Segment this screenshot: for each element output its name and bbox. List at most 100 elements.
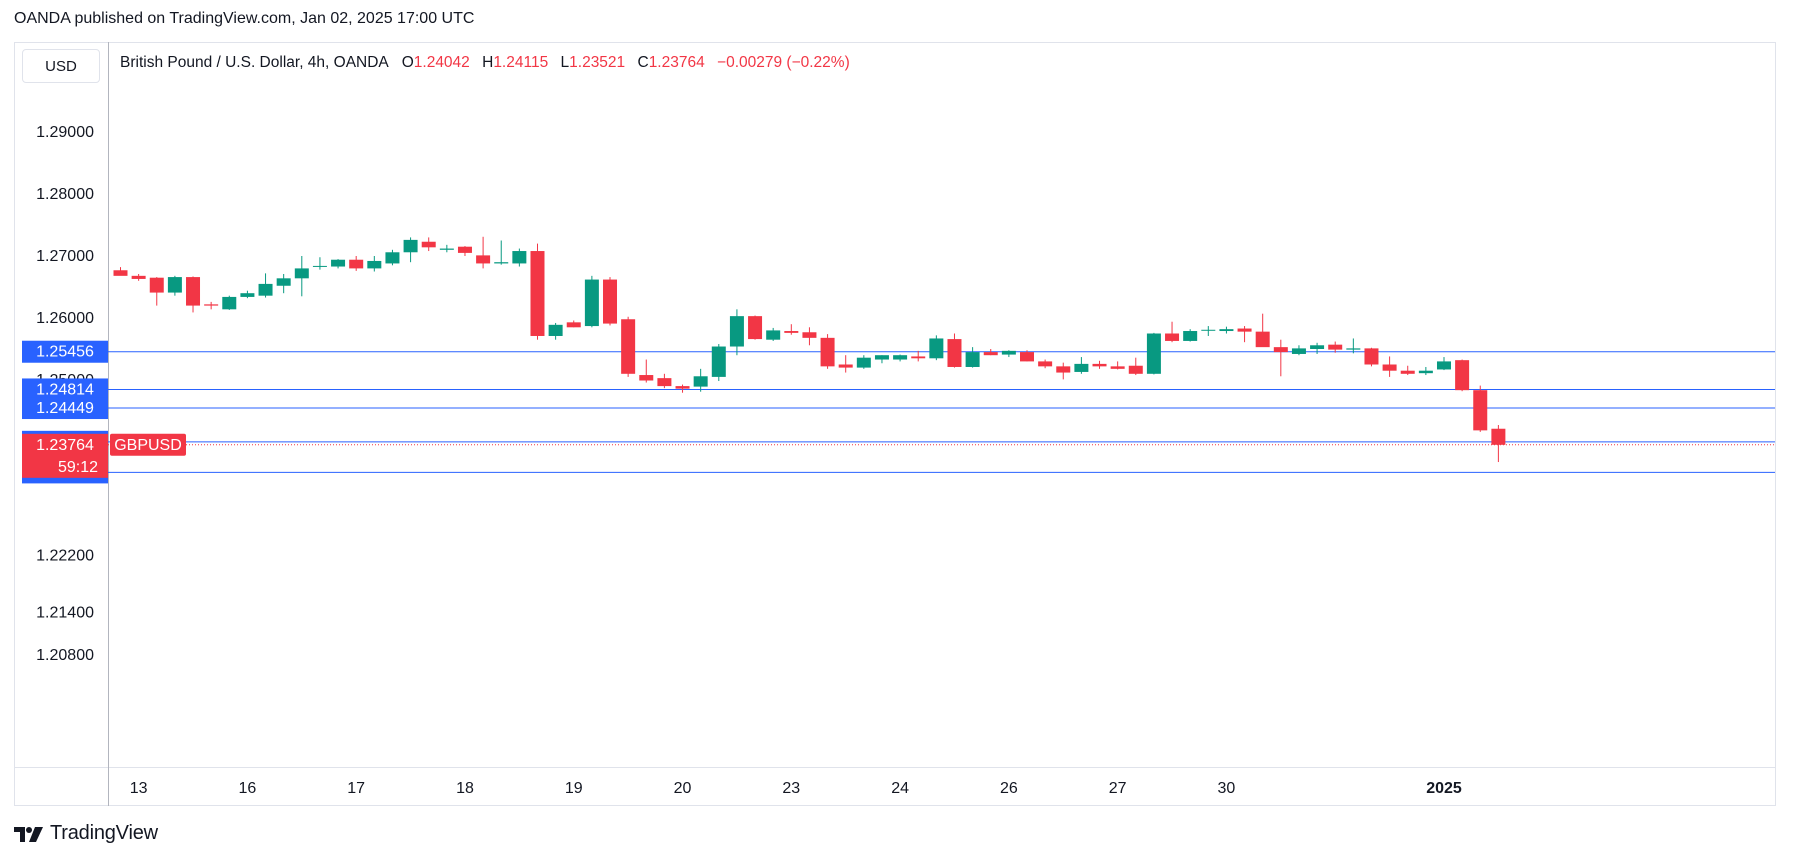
legend-high-value: 1.24115 [493, 54, 549, 71]
candle [149, 277, 164, 306]
candle [331, 259, 346, 269]
candle [167, 275, 182, 296]
candle [258, 273, 273, 298]
candle [1219, 326, 1234, 334]
last-price-countdown: 59:12 [58, 459, 98, 476]
candle [856, 355, 871, 369]
candle [802, 327, 817, 346]
candle [983, 349, 998, 356]
symbol-tag-text: GBPUSD [114, 437, 182, 454]
candle-body [240, 293, 255, 297]
candle [1418, 366, 1433, 376]
candle [222, 295, 237, 310]
symbol-legend: British Pound / U.S. Dollar, 4h, OANDA O… [120, 54, 850, 72]
published-info: OANDA published on TradingView.com, Jan … [14, 10, 475, 27]
last-price-tag-bg [22, 433, 108, 478]
candle-body [929, 338, 944, 359]
candle-body [349, 259, 364, 269]
candle [439, 244, 454, 253]
candle-body [1237, 328, 1252, 332]
candle-body [1491, 428, 1506, 445]
candle [548, 322, 563, 340]
candle-body [131, 275, 146, 279]
candle [621, 316, 636, 377]
symbol-tag-bg [110, 433, 186, 456]
candle [693, 368, 708, 392]
candle-body [766, 330, 781, 340]
candle [421, 237, 436, 252]
candle-body [1001, 350, 1016, 355]
x-tick-label: 17 [347, 780, 365, 797]
legend-open-value: 1.24042 [413, 54, 470, 71]
candle-body [784, 331, 799, 333]
candle-body [1165, 333, 1180, 341]
candle-body [1020, 352, 1034, 362]
candle [1146, 332, 1161, 375]
candle-body [748, 316, 763, 340]
candle-body [566, 322, 581, 328]
candle-body [331, 259, 346, 267]
candle [131, 273, 146, 281]
candle-body [639, 375, 654, 381]
candle-body [711, 346, 726, 377]
candle [947, 333, 962, 368]
currency-button[interactable]: USD [22, 49, 100, 83]
x-tick-label: 13 [130, 780, 148, 797]
candle-body [1056, 366, 1071, 373]
candle-body [476, 255, 491, 264]
y-tick-label: 1.26000 [36, 310, 94, 327]
candle-body [1092, 363, 1107, 367]
candle [240, 290, 255, 299]
x-tick-label: 20 [674, 780, 692, 797]
price-label-bg [22, 340, 108, 363]
candle-body [1146, 333, 1161, 374]
candle-body [403, 239, 418, 253]
candle-body [1273, 347, 1288, 353]
candle [1400, 365, 1415, 376]
candle [1310, 342, 1325, 354]
candle-body [603, 279, 618, 324]
candle [276, 273, 291, 294]
candle-body [1473, 390, 1488, 431]
candle-body [675, 386, 690, 389]
candle-body [1346, 348, 1361, 350]
x-tick-label: 26 [1000, 780, 1018, 797]
candle [1491, 425, 1506, 463]
candle-body [294, 268, 309, 279]
candle [113, 267, 128, 276]
candle-body [222, 296, 237, 310]
candle [1128, 357, 1143, 376]
candle [204, 301, 219, 310]
currency-label: USD [45, 57, 77, 75]
chart-frame [14, 42, 1776, 806]
candle-body [1436, 361, 1451, 370]
candle-body [1310, 345, 1325, 349]
candle [965, 347, 980, 368]
y-tick-label: 1.21400 [36, 604, 94, 621]
candle [1165, 321, 1180, 343]
candle-body [802, 332, 817, 338]
footer-brand[interactable]: TradingView [14, 822, 158, 845]
last-price-value: 1.23764 [36, 437, 94, 454]
candle-body [1183, 331, 1198, 341]
candle-body [457, 246, 472, 253]
candle-body [385, 252, 400, 264]
legend-low-value: 1.23521 [569, 54, 626, 71]
y-tick-label: 1.29000 [36, 124, 94, 141]
candle-body [838, 364, 853, 368]
candle [1183, 329, 1198, 342]
candle [1382, 356, 1397, 377]
candle-body [1255, 331, 1270, 348]
candle-body [276, 278, 291, 286]
x-tick-label: 19 [565, 780, 583, 797]
x-tick-label: 2025 [1426, 780, 1462, 797]
candle [457, 246, 472, 256]
candle [494, 240, 509, 265]
price-label: 1.24449 [22, 397, 108, 420]
x-tick-label: 24 [891, 780, 909, 797]
candle [766, 327, 781, 341]
candle [1020, 350, 1034, 362]
candle [367, 256, 382, 272]
candle [1237, 326, 1252, 343]
